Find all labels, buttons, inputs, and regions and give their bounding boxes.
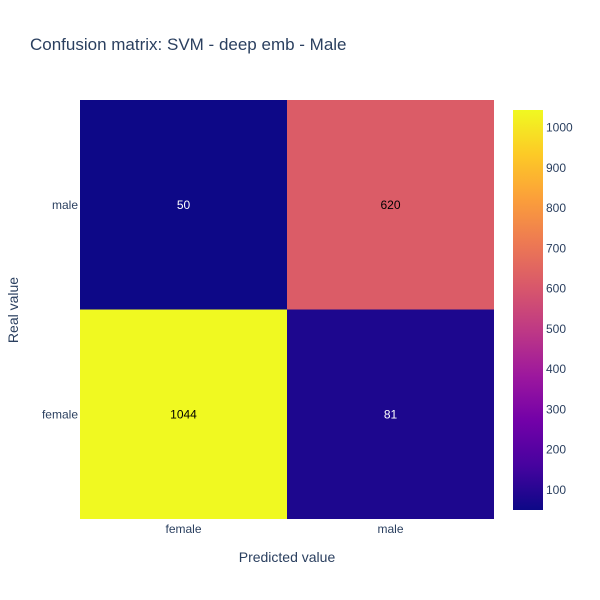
colorbar-tick-label: 200 — [546, 443, 566, 457]
x-tick-label: male — [377, 522, 403, 536]
colorbar: 100 200 300 400 500 600 700 800 900 1000 — [513, 110, 573, 510]
heatmap-cells — [80, 100, 494, 519]
heatmap-cell — [287, 309, 494, 519]
colorbar-tick-label: 800 — [546, 201, 566, 215]
colorbar-gradient — [513, 110, 543, 510]
colorbar-ticks: 100 200 300 400 500 600 700 800 900 1000 — [546, 121, 573, 497]
colorbar-tick-label: 400 — [546, 362, 566, 376]
x-tick-label: female — [165, 522, 201, 536]
cell-value-label: 1044 — [170, 407, 197, 421]
cell-value-label: 50 — [177, 198, 191, 212]
colorbar-tick-label: 900 — [546, 161, 566, 175]
cell-value-label: 81 — [384, 407, 398, 421]
heatmap-cell-labels: 1044 81 50 620 — [170, 198, 401, 422]
colorbar-tick-label: 700 — [546, 241, 566, 255]
y-axis-ticks: female male — [42, 198, 78, 422]
chart-title: Confusion matrix: SVM - deep emb - Male — [30, 35, 347, 54]
x-axis-ticks: female male — [165, 522, 403, 536]
y-tick-label: female — [42, 407, 78, 421]
y-tick-label: male — [52, 198, 78, 212]
colorbar-tick-label: 1000 — [546, 121, 573, 135]
heatmap-cell — [287, 100, 494, 310]
x-axis-title: Predicted value — [239, 549, 336, 565]
colorbar-tick-label: 100 — [546, 483, 566, 497]
heatmap-cell — [80, 100, 287, 310]
y-axis-title: Real value — [5, 277, 21, 343]
colorbar-tick-label: 600 — [546, 282, 566, 296]
cell-value-label: 620 — [380, 198, 400, 212]
colorbar-tick-label: 500 — [546, 322, 566, 336]
colorbar-tick-label: 300 — [546, 402, 566, 416]
heatmap-cell — [80, 309, 287, 519]
